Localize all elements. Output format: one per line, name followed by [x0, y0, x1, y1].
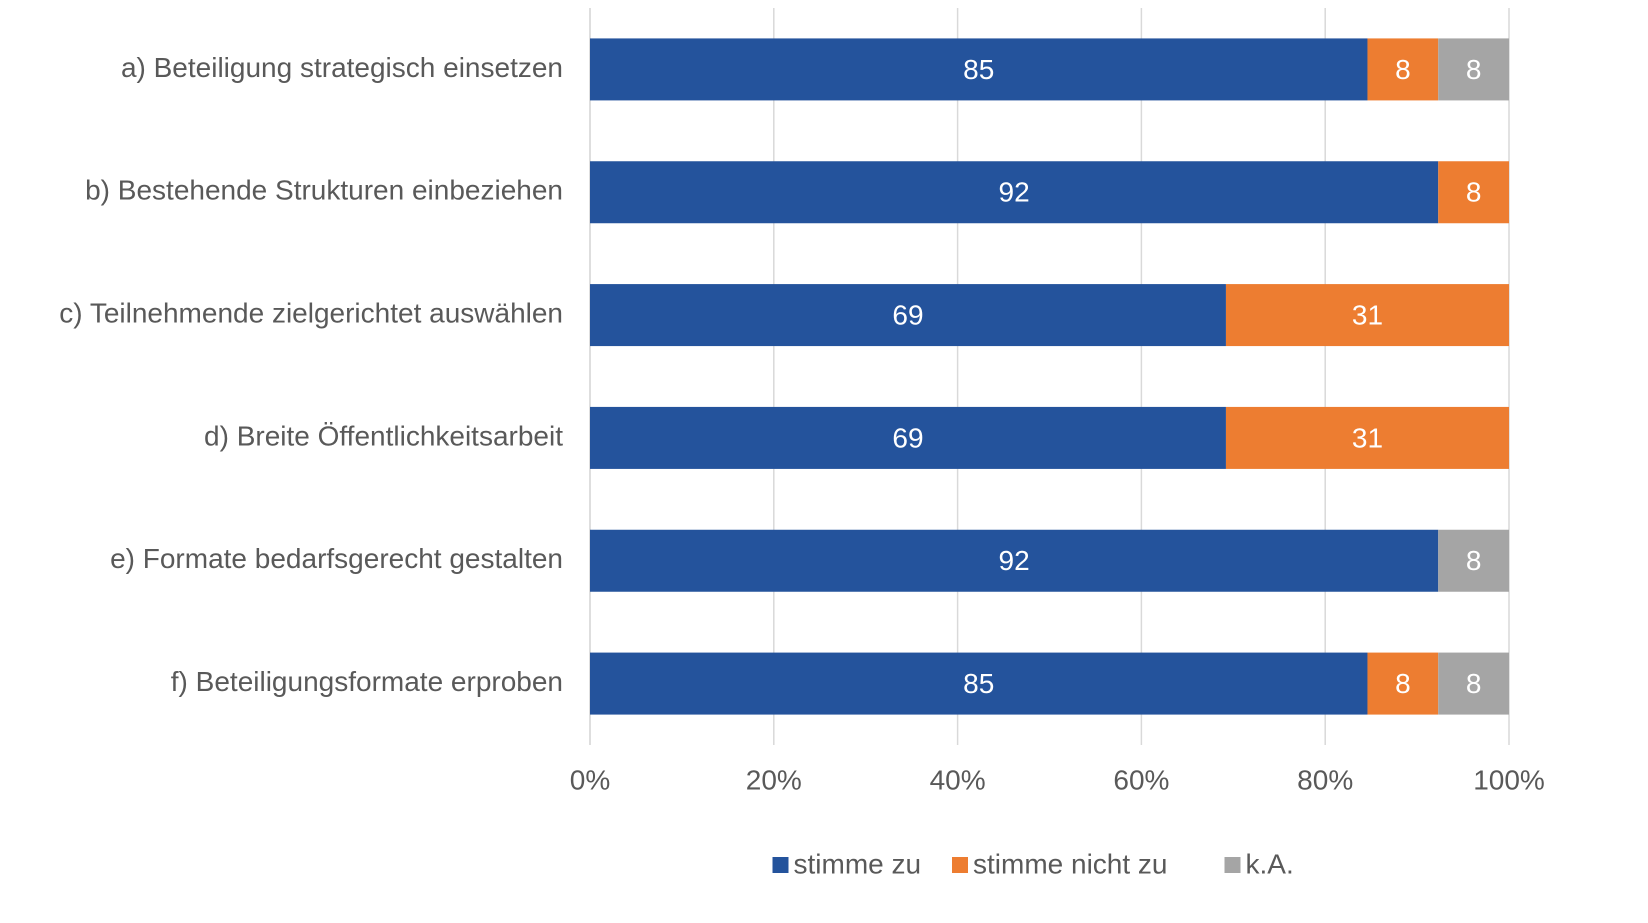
x-tick-label: 100%: [1473, 764, 1545, 795]
value-label: 69: [892, 422, 923, 453]
bar-segment: [1438, 161, 1509, 224]
bar-segment: [1225, 284, 1509, 347]
bar-segment: [590, 161, 1439, 224]
value-label: 85: [963, 668, 994, 699]
x-tick-label: 0%: [570, 764, 610, 795]
bar-segment: [590, 38, 1368, 101]
legend-label: k.A.: [1246, 848, 1294, 879]
bar-segment: [1225, 406, 1509, 469]
y-tick-label: f) Beteiligungsformate erproben: [171, 666, 563, 697]
value-label: 69: [892, 299, 923, 330]
bar-segment: [1438, 652, 1509, 715]
bar-segment: [590, 529, 1439, 592]
bar-segment: [590, 284, 1226, 347]
legend-swatch: [772, 857, 789, 873]
bar-segment: [1367, 652, 1439, 715]
value-label: 85: [963, 54, 994, 85]
legend-swatch: [952, 857, 968, 873]
bar-segment: [1367, 38, 1439, 101]
value-label: 8: [1466, 54, 1482, 85]
y-tick-label: b) Bestehende Strukturen einbeziehen: [85, 175, 563, 206]
legend-label: stimme zu: [794, 848, 922, 879]
x-tick-label: 60%: [1113, 764, 1169, 795]
bar-segment: [590, 652, 1368, 715]
legend-label: stimme nicht zu: [973, 848, 1168, 879]
x-tick-label: 40%: [930, 764, 986, 795]
y-tick-label: d) Breite Öffentlichkeitsarbeit: [204, 420, 563, 451]
value-label: 8: [1395, 54, 1411, 85]
y-tick-label: c) Teilnehmende zielgerichtet auswählen: [59, 297, 563, 328]
x-tick-label: 20%: [746, 764, 802, 795]
y-tick-label: e) Formate bedarfsgerecht gestalten: [110, 543, 563, 574]
value-label: 92: [999, 545, 1030, 576]
value-label: 92: [999, 177, 1030, 208]
value-label: 31: [1352, 422, 1383, 453]
value-label: 8: [1395, 668, 1411, 699]
y-tick-label: a) Beteiligung strategisch einsetzen: [121, 52, 563, 83]
bar-segment: [1438, 529, 1509, 592]
value-label: 8: [1466, 545, 1482, 576]
bar-segment: [1438, 38, 1509, 101]
x-tick-label: 80%: [1297, 764, 1353, 795]
value-label: 8: [1466, 177, 1482, 208]
legend-swatch: [1224, 857, 1241, 873]
bar-segment: [590, 406, 1226, 469]
value-label: 31: [1352, 299, 1383, 330]
value-label: 8: [1466, 668, 1482, 699]
